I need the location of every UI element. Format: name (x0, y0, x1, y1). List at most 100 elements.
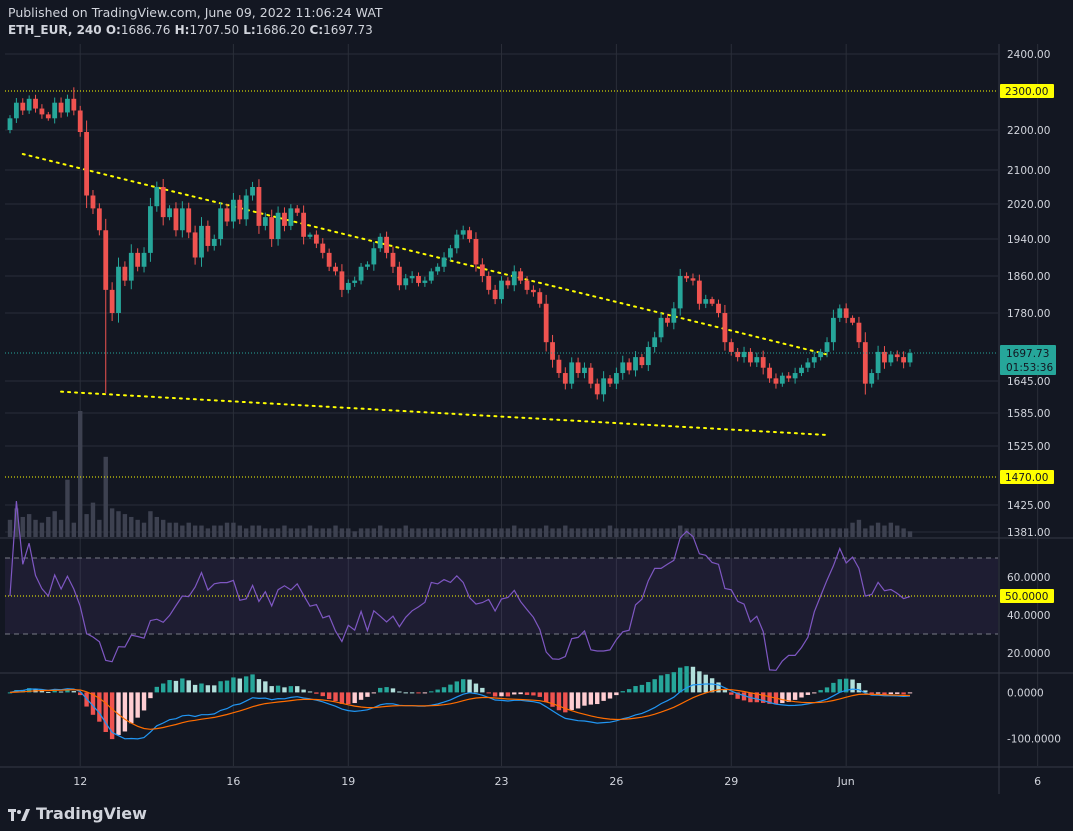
candle-body (345, 282, 351, 290)
macd-bar (709, 678, 715, 693)
candle-body (818, 351, 824, 358)
candle-body (556, 359, 562, 374)
candle-body (786, 375, 792, 379)
macd-bar (633, 686, 638, 693)
candle-body (13, 102, 19, 119)
candle-body (422, 280, 428, 283)
macd-bar (729, 692, 734, 695)
candle-body (352, 280, 358, 283)
macd-bar (218, 681, 223, 693)
candle-body (479, 264, 485, 276)
price-tick-label: 2200.00 (1007, 125, 1050, 137)
volume-bar (735, 528, 740, 537)
macd-bar (818, 690, 823, 693)
candle-body (26, 98, 32, 111)
candle-body (645, 347, 651, 366)
macd-bar (454, 681, 460, 693)
candle-body (550, 342, 555, 360)
volume-bar (192, 525, 198, 537)
macd-bar (441, 687, 447, 693)
volume-bar (556, 528, 562, 537)
volume-bar (358, 528, 364, 537)
macd-bar (805, 692, 811, 695)
volume-bar (895, 525, 900, 537)
candle-body (58, 102, 64, 113)
candle-body (722, 313, 728, 343)
macd-bar (601, 692, 606, 701)
candle-body (805, 362, 811, 368)
volume-bar (754, 528, 760, 537)
macd-bar (371, 692, 377, 694)
macd-bar (52, 690, 57, 693)
macd-bar (722, 689, 728, 693)
time-tick-label: Jun (837, 775, 855, 788)
volume-bar (512, 525, 517, 537)
volume-bar (537, 528, 542, 537)
chart-canvas[interactable]: 2400.00 2200.00 2100.00 2020.00 1940.00 1860.… (0, 0, 1073, 800)
rsi-band-fill (5, 558, 998, 634)
volume-bar (301, 528, 306, 537)
price-tick-label: 1780.00 (1007, 308, 1050, 320)
candle-body (773, 378, 779, 384)
volume-bar (84, 514, 89, 537)
last-price-label: 1697.73 (1006, 348, 1049, 360)
volume-bar (888, 522, 894, 537)
macd-bar (869, 692, 874, 694)
candle-body (505, 280, 511, 286)
macd-bar (831, 682, 836, 693)
volume-bar (14, 508, 19, 537)
volume-bar (52, 511, 57, 537)
macd-bar (901, 692, 906, 695)
volume-bar (575, 528, 581, 537)
candle-body (620, 362, 626, 374)
candle-body (148, 206, 153, 253)
volume-bar (639, 528, 645, 537)
candle-body (792, 373, 798, 379)
macd-bar (588, 692, 594, 705)
volume-bar (543, 525, 549, 537)
candle-body (45, 114, 51, 119)
candle-body (875, 351, 881, 374)
volume-bar (326, 528, 332, 537)
candle-body (607, 378, 613, 384)
volume-bar (154, 516, 160, 537)
candle-body (677, 276, 683, 309)
candle-body (326, 252, 332, 267)
volume-bar (224, 522, 230, 537)
candle-body (416, 276, 421, 283)
volume-bar (409, 528, 415, 537)
volume-bar (314, 528, 319, 537)
trendline-lower (60, 390, 829, 436)
volume-bar (454, 528, 460, 537)
macd-bar (684, 666, 689, 693)
rsi-line (9, 500, 911, 671)
volume-bar (901, 528, 906, 537)
volume-bar (780, 528, 785, 537)
volume-bar (422, 528, 428, 537)
macd-bar (103, 692, 108, 732)
macd-bar (690, 666, 696, 693)
macd-bar (199, 683, 204, 693)
macd-bar (256, 679, 262, 693)
candle-body (256, 187, 262, 226)
volume-bar (595, 528, 600, 537)
volume-bar (492, 528, 498, 537)
candle-body (748, 351, 753, 363)
volume-bar (448, 528, 453, 537)
volume-bar (805, 528, 811, 537)
tradingview-logo[interactable]: TradingView (8, 804, 147, 823)
volume-bar (212, 525, 217, 537)
candle-body (467, 230, 472, 239)
volume-bar (582, 528, 587, 537)
candle-body (850, 317, 855, 323)
macd-bar (575, 692, 581, 709)
macd-bar (416, 692, 421, 694)
macd-bar (390, 688, 396, 693)
candle-body (824, 342, 830, 352)
macd-bar (301, 689, 306, 693)
volume-bar (403, 525, 408, 537)
candle-body (760, 357, 766, 368)
macd-bar (435, 689, 440, 693)
volume-bar (671, 528, 677, 537)
candle-series (7, 87, 913, 402)
